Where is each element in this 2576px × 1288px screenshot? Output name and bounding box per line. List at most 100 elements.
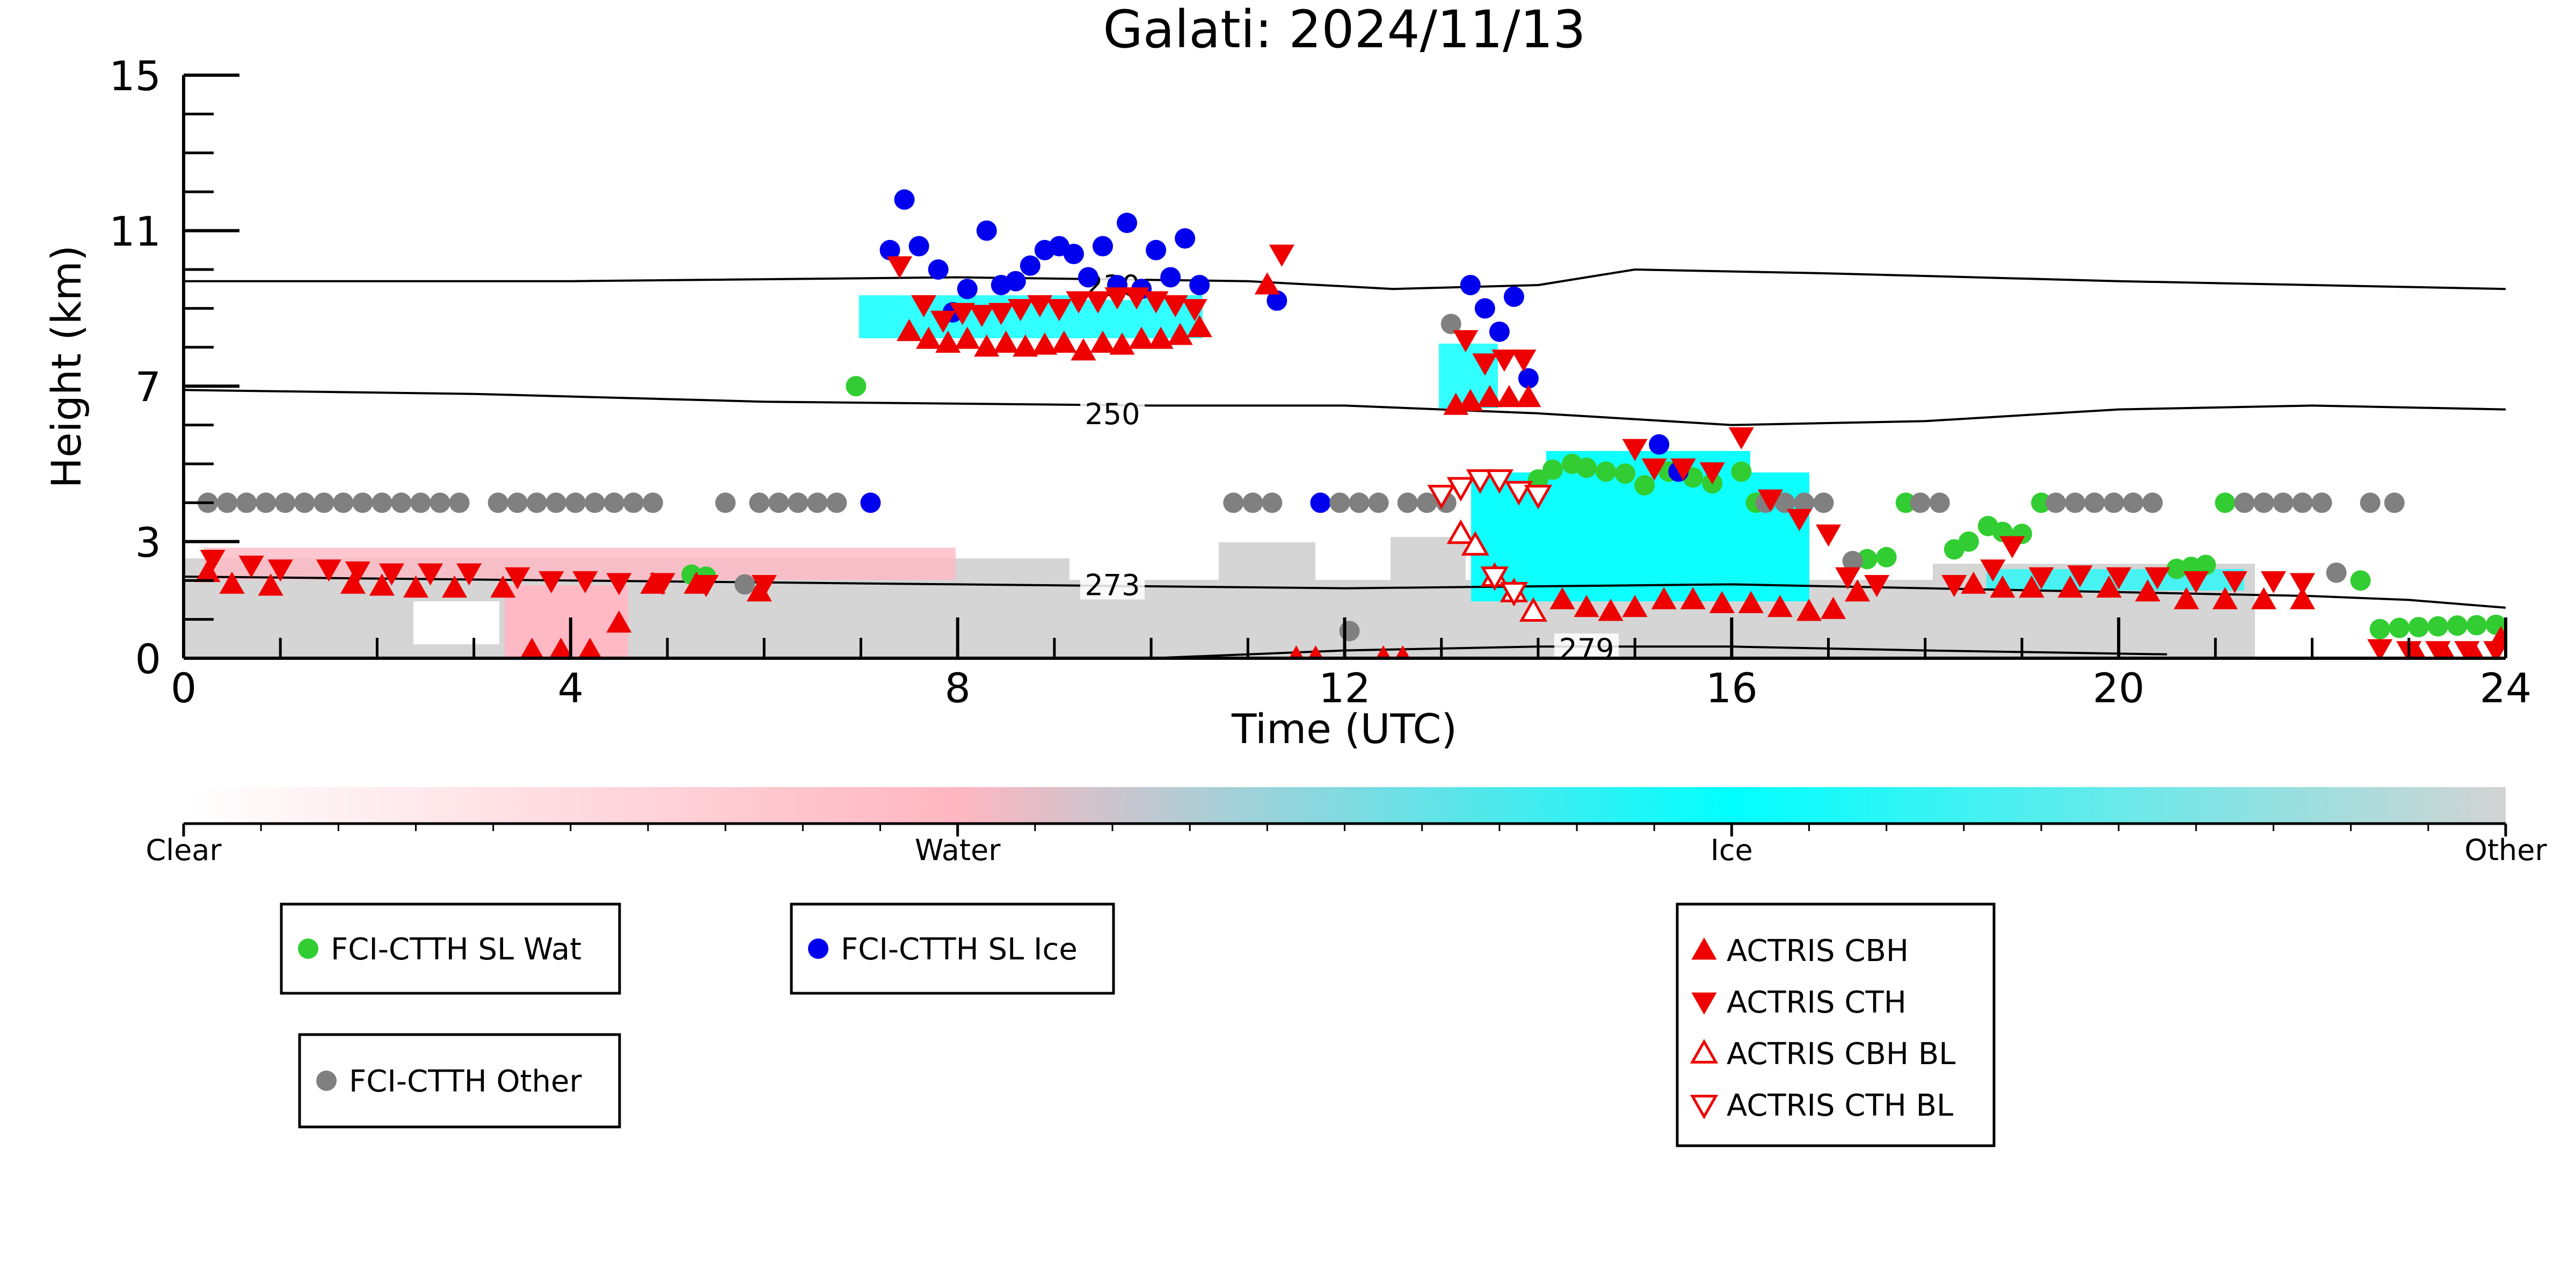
series-2-point-38 bbox=[1416, 492, 1437, 513]
series-2-point-57 bbox=[2292, 492, 2313, 513]
series-2-point-23 bbox=[715, 492, 736, 513]
series-3-point-17 bbox=[935, 330, 961, 353]
colorbar-label-other: Other bbox=[2464, 833, 2547, 867]
legend-frame bbox=[1676, 903, 1996, 1147]
series-1-point-27 bbox=[1489, 321, 1510, 342]
series-4-point-31 bbox=[1269, 244, 1294, 267]
series-4-point-43 bbox=[1815, 524, 1842, 547]
series-3-point-2 bbox=[258, 573, 283, 596]
series-4-point-51 bbox=[2106, 567, 2131, 590]
series-3-point-39 bbox=[1496, 385, 1522, 407]
legend-box-1: FCI-CTTH SL Ice bbox=[790, 903, 1115, 995]
series-0-point-16 bbox=[1876, 547, 1897, 567]
series-0-point-33 bbox=[2447, 615, 2468, 636]
series-3-point-15 bbox=[896, 318, 922, 341]
series-5-point-4 bbox=[1519, 597, 1548, 622]
series-3-point-41 bbox=[1549, 587, 1575, 609]
series-3-point-5 bbox=[403, 575, 429, 598]
series-1-point-22 bbox=[1189, 274, 1210, 295]
series-2-point-3 bbox=[256, 492, 276, 513]
series-2-point-8 bbox=[352, 492, 373, 513]
colorbar-gradient bbox=[184, 787, 2506, 824]
series-2-point-58 bbox=[2311, 492, 2332, 513]
series-2-point-15 bbox=[507, 492, 528, 513]
series-3-point-52 bbox=[1845, 579, 1871, 602]
x-axis-label: Time (UTC) bbox=[1231, 705, 1457, 753]
series-4-point-7 bbox=[456, 563, 482, 586]
series-4-point-46 bbox=[1941, 575, 1967, 598]
series-2-point-19 bbox=[584, 492, 605, 513]
series-4-point-10 bbox=[572, 571, 598, 594]
series-3-point-20 bbox=[993, 330, 1019, 353]
series-1-point-14 bbox=[1078, 267, 1098, 288]
chart-title: Galati: 2024/11/13 bbox=[1103, 0, 1585, 60]
series-4-point-4 bbox=[345, 561, 370, 584]
series-3-point-24 bbox=[1071, 338, 1096, 361]
series-6-point-6 bbox=[1480, 566, 1509, 591]
series-2-point-60 bbox=[2360, 492, 2381, 513]
series-3-point-4 bbox=[369, 573, 395, 596]
series-2-point-29 bbox=[826, 492, 847, 513]
series-3-point-61 bbox=[2251, 587, 2277, 609]
y-axis-label: Height (km) bbox=[42, 245, 90, 489]
series-1-point-30 bbox=[1649, 434, 1670, 455]
series-2-point-24 bbox=[734, 574, 755, 595]
series-2-point-20 bbox=[603, 492, 624, 513]
series-6-point-0 bbox=[1427, 485, 1456, 510]
series-0-point-8 bbox=[1615, 463, 1636, 484]
legend-label-6: ACTRIS CTH BL bbox=[1727, 1088, 1953, 1123]
series-0-point-4 bbox=[1542, 459, 1563, 480]
series-2-point-7 bbox=[333, 492, 354, 513]
series-1-point-17 bbox=[1117, 213, 1138, 234]
series-2-point-34 bbox=[1349, 492, 1370, 513]
legend-marker-2 bbox=[316, 1071, 337, 1091]
series-4-point-6 bbox=[417, 563, 443, 586]
y-tick-label: 3 bbox=[135, 519, 161, 566]
series-0-point-7 bbox=[1596, 461, 1617, 482]
series-0-point-26 bbox=[2195, 555, 2216, 576]
series-2-point-45 bbox=[1842, 551, 1863, 571]
series-4-point-40 bbox=[1728, 427, 1754, 450]
series-2-point-5 bbox=[294, 492, 315, 513]
series-4-point-39 bbox=[1699, 462, 1725, 485]
series-3-point-57 bbox=[2096, 575, 2122, 598]
legend-box-0: FCI-CTTH SL Wat bbox=[280, 903, 621, 995]
series-4-point-42 bbox=[1786, 508, 1813, 532]
series-4-point-41 bbox=[1757, 489, 1783, 512]
series-4-point-27 bbox=[1124, 287, 1149, 310]
series-3-point-8 bbox=[520, 637, 544, 658]
series-0-point-28 bbox=[2350, 570, 2371, 591]
series-2-point-54 bbox=[2234, 492, 2255, 513]
series-4-point-59 bbox=[2425, 641, 2451, 658]
series-2-point-12 bbox=[430, 492, 450, 513]
contour-line-230 bbox=[184, 268, 2506, 290]
series-3-point-22 bbox=[1032, 332, 1058, 355]
series-4-point-30 bbox=[1182, 299, 1207, 322]
series-4-point-18 bbox=[950, 303, 976, 325]
series-2-point-46 bbox=[1910, 492, 1931, 513]
series-2-point-1 bbox=[217, 492, 238, 513]
series-3-point-49 bbox=[1767, 595, 1793, 617]
series-4-point-54 bbox=[2222, 571, 2247, 594]
series-2-point-51 bbox=[2104, 492, 2124, 513]
series-3-point-59 bbox=[2173, 587, 2199, 609]
series-4-point-34 bbox=[1491, 350, 1517, 372]
series-1-point-26 bbox=[1474, 298, 1495, 319]
series-3-point-3 bbox=[340, 571, 366, 594]
series-5-point-1 bbox=[1461, 531, 1489, 556]
series-2-point-22 bbox=[643, 492, 664, 513]
series-4-point-16 bbox=[911, 295, 937, 318]
series-4-point-12 bbox=[650, 573, 675, 595]
contour-label-273: 273 bbox=[1085, 568, 1140, 602]
colorbar-ticks bbox=[182, 824, 2507, 836]
series-0-point-3 bbox=[1527, 469, 1548, 490]
series-1-point-15 bbox=[1092, 236, 1113, 257]
series-3-point-25 bbox=[1090, 330, 1116, 353]
x-tick-label: 24 bbox=[2480, 664, 2532, 712]
series-1-point-13 bbox=[1063, 244, 1084, 265]
series-3-point-45 bbox=[1651, 587, 1677, 609]
series-1-point-20 bbox=[1160, 267, 1181, 288]
series-4-point-36 bbox=[1622, 439, 1648, 461]
series-3-point-38 bbox=[1477, 385, 1503, 407]
series-2-point-50 bbox=[2084, 492, 2105, 513]
